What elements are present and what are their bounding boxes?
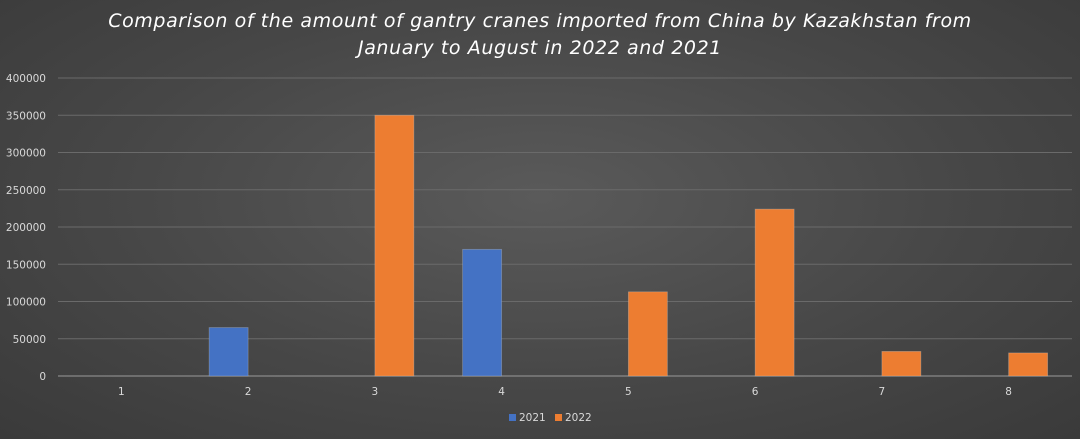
legend-swatch-2021 — [509, 414, 516, 421]
x-tick-label: 7 — [879, 386, 886, 398]
x-tick-label: 4 — [498, 386, 505, 398]
chart-title: Comparison of the amount of gantry crane… — [108, 10, 972, 59]
bar-2021-4 — [462, 248, 503, 377]
bars — [208, 114, 1049, 377]
y-axis-ticks: 0 50000 100000 150000 200000 250000 300000 3500… — [6, 73, 46, 383]
y-tick-label: 350000 — [6, 110, 46, 122]
y-tick-label: 0 — [39, 371, 46, 383]
x-tick-label: 8 — [1005, 386, 1012, 398]
y-tick-label: 100000 — [6, 297, 46, 309]
bar-2022-5 — [627, 291, 668, 377]
bar-2022-3 — [374, 114, 415, 377]
x-tick-label: 2 — [245, 386, 252, 398]
legend-label-2022: 2022 — [565, 412, 592, 424]
bar-2022-8 — [1008, 352, 1049, 377]
bar-2022-6 — [754, 208, 795, 377]
y-tick-label: 150000 — [6, 259, 46, 271]
x-tick-label: 6 — [752, 386, 759, 398]
legend-label-2021: 2021 — [519, 412, 546, 424]
x-tick-label: 1 — [118, 386, 125, 398]
y-tick-label: 200000 — [6, 222, 46, 234]
y-tick-label: 250000 — [6, 185, 46, 197]
bar-2021-2 — [208, 327, 249, 377]
x-tick-label: 5 — [625, 386, 632, 398]
y-tick-label: 300000 — [6, 148, 46, 160]
y-tick-label: 50000 — [13, 334, 46, 346]
legend: 2021 2022 — [509, 412, 592, 424]
y-tick-label: 400000 — [6, 73, 46, 85]
x-axis-ticks: 1 2 3 4 5 6 7 8 — [118, 386, 1012, 398]
x-tick-label: 3 — [372, 386, 379, 398]
legend-swatch-2022 — [555, 414, 562, 421]
bar-2022-7 — [881, 351, 922, 377]
